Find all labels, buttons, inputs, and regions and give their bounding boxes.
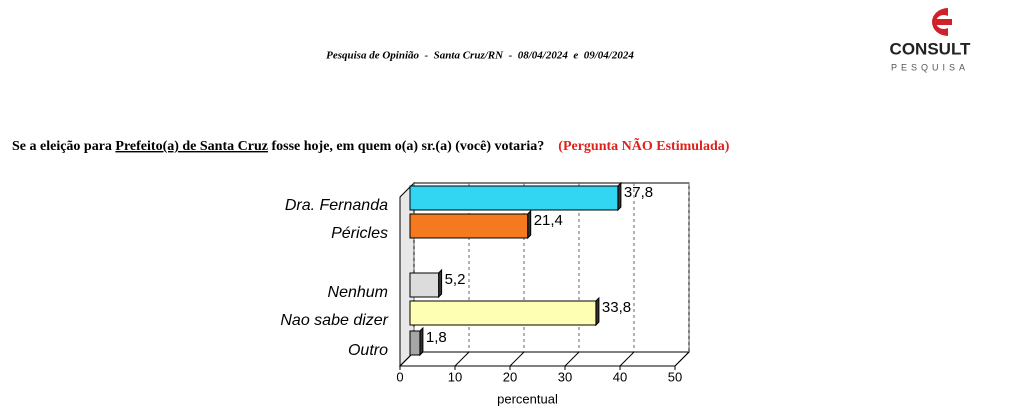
bar [409, 185, 619, 211]
floor [398, 351, 691, 367]
category-label: Dra. Fernanda [285, 197, 388, 214]
x-tick-label: 50 [668, 369, 682, 384]
value-label: 33,8 [602, 299, 631, 316]
bar [409, 300, 597, 326]
category-label: Nao sabe dizer [280, 312, 388, 329]
bar [409, 213, 529, 239]
category-label: Nenhum [328, 284, 388, 301]
floor-grid [509, 351, 525, 367]
question-prefix: Se a eleição para [12, 139, 115, 154]
floor-grid [619, 351, 635, 367]
question-underlined: Prefeito(a) de Santa Cruz [115, 139, 268, 154]
floor-grid [454, 351, 470, 367]
x-tick-label: 20 [503, 369, 517, 384]
floor-grid [674, 351, 690, 367]
value-label: 5,2 [445, 271, 466, 288]
logo: CONSULT PESQUISA [890, 8, 972, 72]
question: Se a eleição para Prefeito(a) de Santa C… [12, 136, 730, 154]
value-label: 37,8 [624, 184, 653, 201]
category-label: Péricles [331, 225, 388, 242]
bar [409, 330, 421, 356]
logo-sub: PESQUISA [891, 62, 969, 72]
x-tick-label: 0 [396, 369, 403, 384]
value-label: 1,8 [426, 329, 447, 346]
question-suffix: fosse hoje, em quem o(a) sr.(a) (você) v… [268, 139, 544, 154]
x-tick-label: 40 [613, 369, 627, 384]
logo-bar [936, 19, 952, 25]
x-axis-label: percentual [497, 391, 558, 406]
logo-mark [932, 8, 948, 36]
logo-name: CONSULT [890, 39, 972, 58]
floor-grid [564, 351, 580, 367]
bar [409, 272, 440, 298]
subtitle: Pesquisa de Opinião - Santa Cruz/RN - 08… [326, 50, 634, 62]
question-note: (Pergunta NÃO Estimulada) [558, 136, 729, 154]
x-tick-label: 30 [558, 369, 572, 384]
x-tick-label: 10 [448, 369, 462, 384]
value-label: 21,4 [534, 212, 563, 229]
category-label: Outro [348, 342, 388, 359]
